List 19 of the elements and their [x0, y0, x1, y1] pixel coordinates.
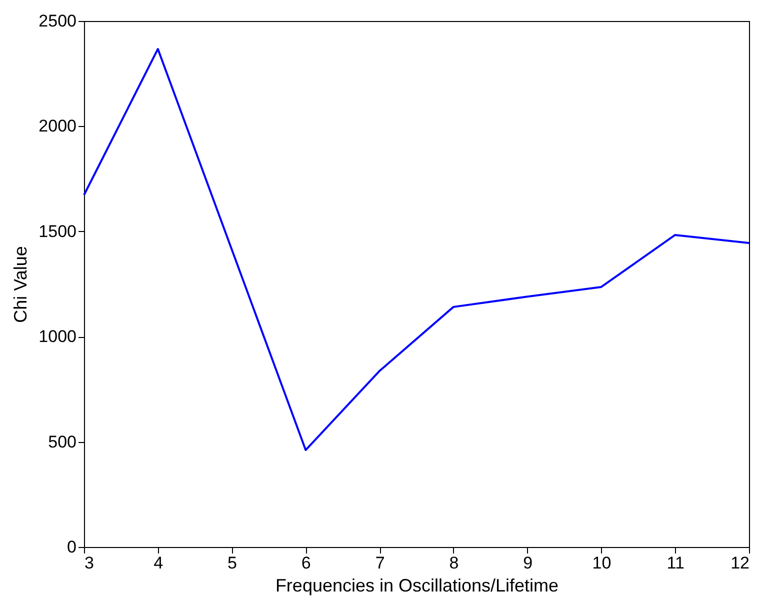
y-tick-label: 1500	[38, 222, 76, 241]
line-series	[83, 48, 750, 452]
x-axis-title: Frequencies in Oscillations/Lifetime	[275, 576, 559, 596]
x-tick-label: 6	[301, 554, 311, 572]
y-tick-label: 0	[67, 538, 76, 556]
x-tick-label: 12	[730, 554, 750, 572]
y-tick-label: 2500	[38, 12, 76, 30]
x-tick-label: 10	[592, 554, 612, 572]
x-tick-label: 9	[523, 554, 533, 572]
y-tick-label: 2000	[38, 116, 76, 136]
y-axis-title: Chi Value	[10, 246, 31, 323]
x-tick-label: 8	[449, 554, 459, 572]
x-tick-label: 5	[228, 554, 238, 572]
x-tick-label: 7	[375, 554, 385, 572]
x-tick-label: 4	[154, 554, 164, 572]
y-tick-label: 500	[48, 432, 76, 452]
x-tick-label: 11	[666, 554, 684, 572]
x-tick-label: 3	[84, 554, 94, 572]
y-tick-label: 1000	[38, 327, 76, 346]
